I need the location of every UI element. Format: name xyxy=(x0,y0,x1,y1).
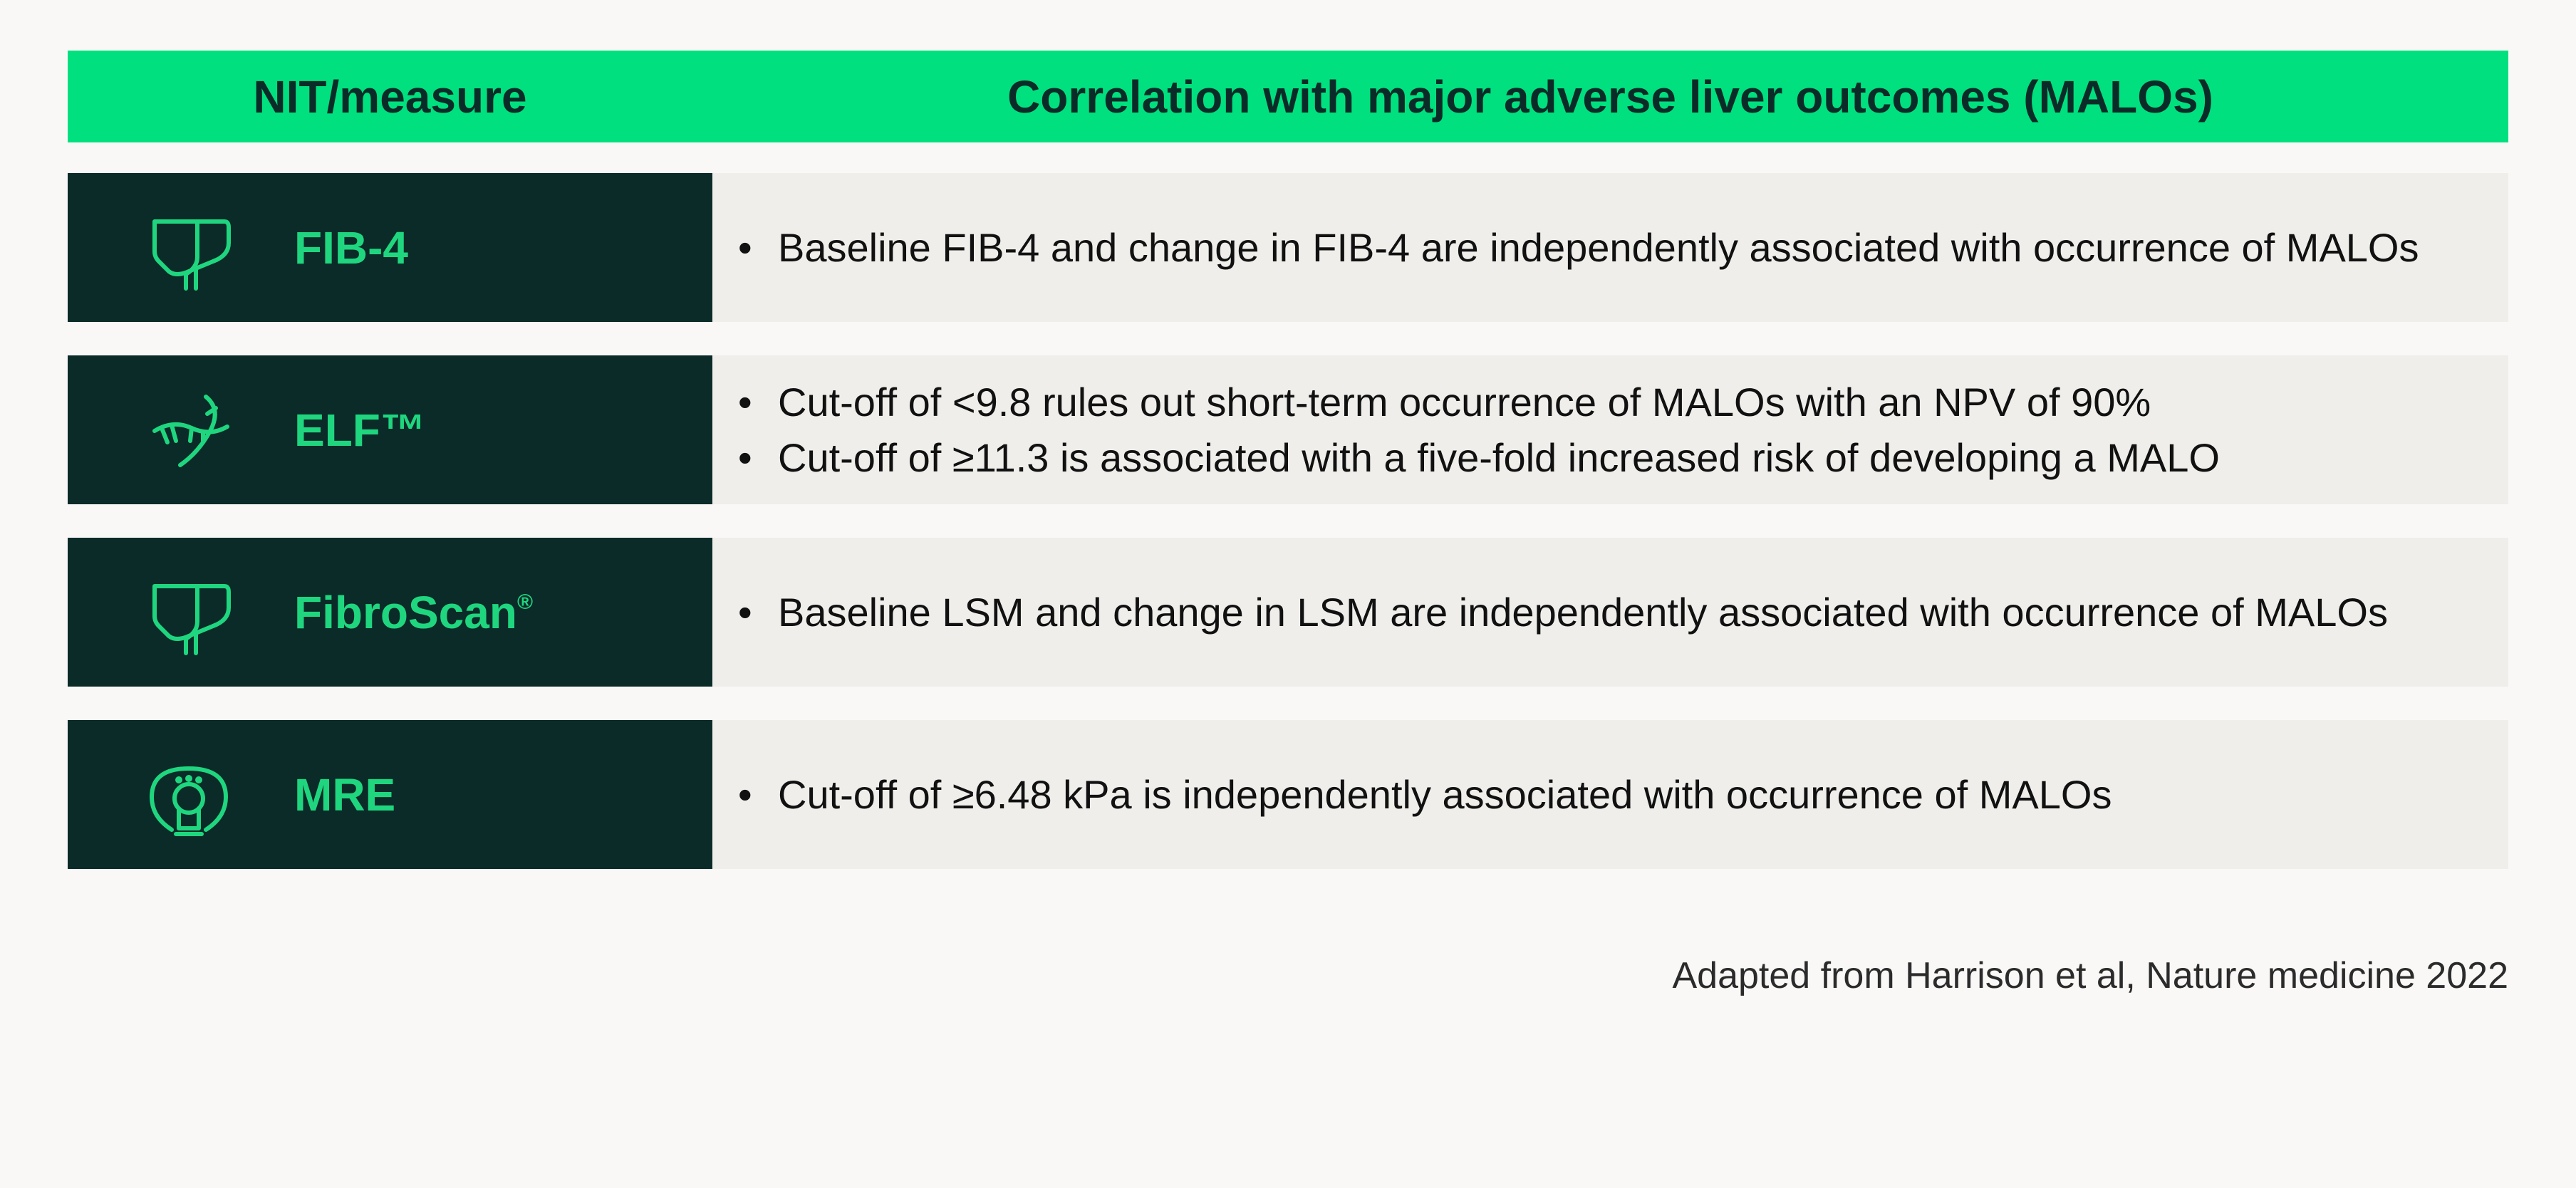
liver-icon xyxy=(147,209,233,294)
bullet-item: Baseline LSM and change in LSM are indep… xyxy=(712,590,2508,635)
measure-cell: FibroScan ® xyxy=(68,538,712,687)
liver-icon xyxy=(147,573,233,659)
measure-cell: FIB-4 xyxy=(68,173,712,322)
column-header-correlation: Correlation with major adverse liver out… xyxy=(1007,71,2213,123)
table-row-mre: MRE Cut-off of ≥6.48 kPa is independentl… xyxy=(68,720,2508,869)
column-header-nit-measure: NIT/measure xyxy=(253,71,527,123)
dna-icon xyxy=(147,391,233,476)
bullet-item: Baseline FIB-4 and change in FIB-4 are i… xyxy=(712,225,2508,271)
correlation-cell: Baseline FIB-4 and change in FIB-4 are i… xyxy=(712,173,2508,322)
table-row-elf: ELF™ Cut-off of <9.8 rules out short-ter… xyxy=(68,355,2508,504)
correlation-cell: Cut-off of ≥6.48 kPa is independently as… xyxy=(712,720,2508,869)
source-footnote: Adapted from Harrison et al, Nature medi… xyxy=(1672,955,2508,996)
table-row-fib4: FIB-4 Baseline FIB-4 and change in FIB-4… xyxy=(68,173,2508,322)
table-header: NIT/measure Correlation with major adver… xyxy=(68,51,2508,142)
bullet-item: Cut-off of <9.8 rules out short-term occ… xyxy=(712,380,2508,425)
table-row-fibroscan: FibroScan® Baseline LSM and change in LS… xyxy=(68,538,2508,687)
measure-label: ELF™ xyxy=(294,404,426,456)
mri-scanner-icon xyxy=(147,756,233,841)
measure-cell: ELF™ xyxy=(68,355,712,504)
correlation-cell: Cut-off of <9.8 rules out short-term occ… xyxy=(712,355,2508,504)
correlation-cell: Baseline LSM and change in LSM are indep… xyxy=(712,538,2508,687)
measure-label: FIB-4 xyxy=(294,222,408,273)
measure-label: FibroScan ® xyxy=(294,586,534,638)
measure-label: MRE xyxy=(294,768,396,820)
measure-cell: MRE xyxy=(68,720,712,869)
bullet-item: Cut-off of ≥6.48 kPa is independently as… xyxy=(712,772,2508,818)
bullet-item: Cut-off of ≥11.3 is associated with a fi… xyxy=(712,435,2508,481)
